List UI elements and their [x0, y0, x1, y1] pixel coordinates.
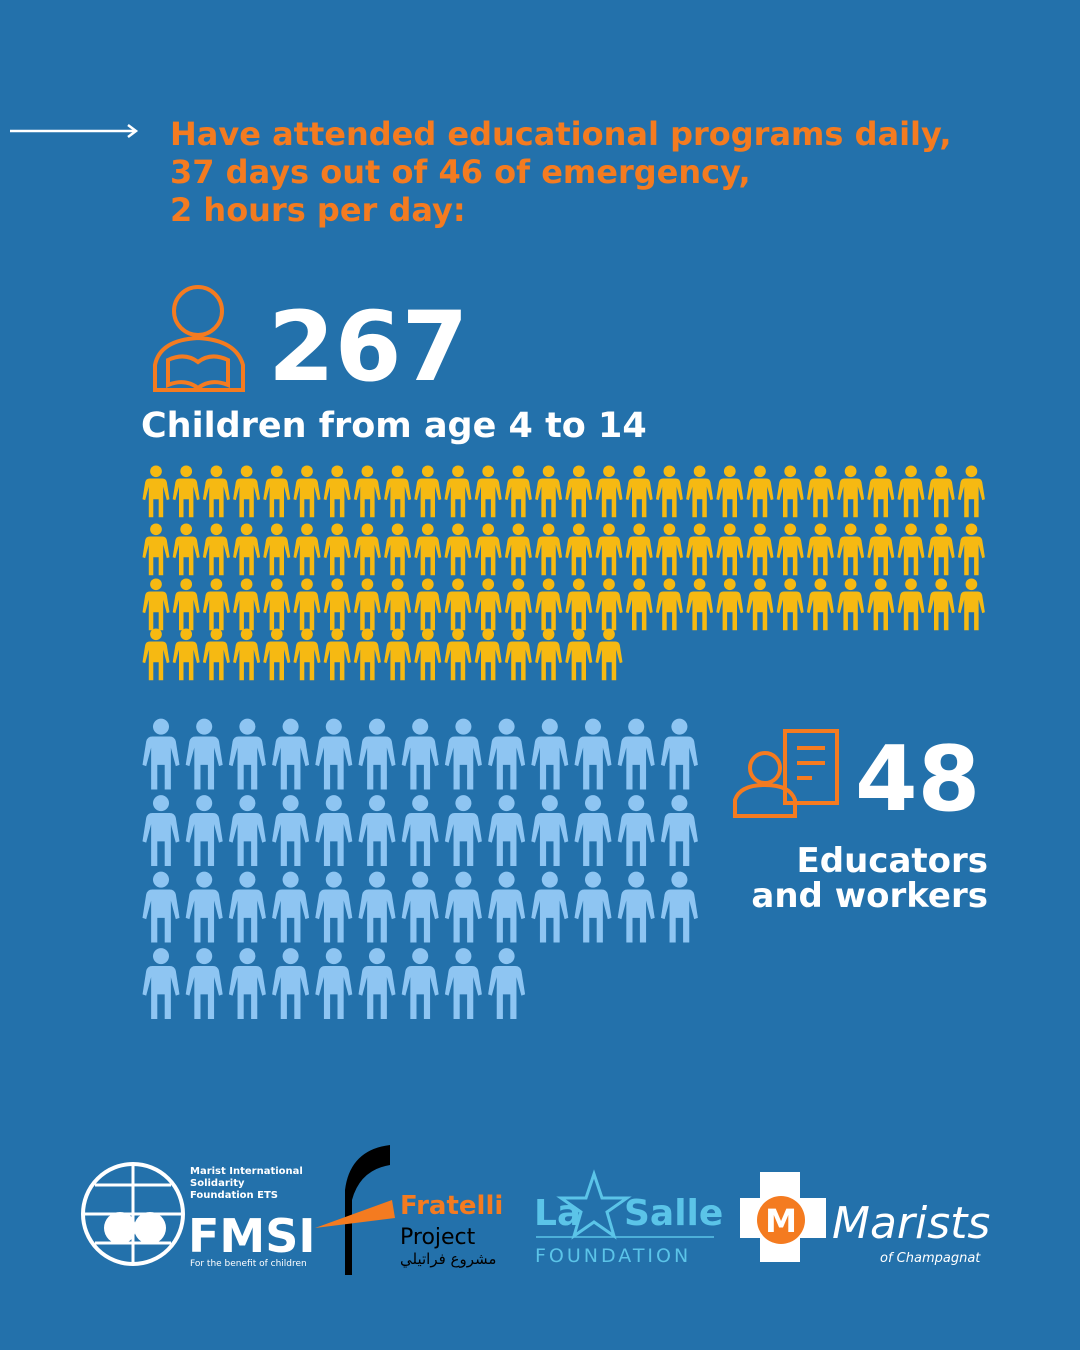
- reader-icon: [153, 285, 245, 392]
- marists-name: Marists: [832, 1198, 990, 1249]
- fmsi-tagline: For the benefit of children: [190, 1259, 307, 1269]
- fratelli-logo: Fratelli Project مشروع فراتيلي: [315, 1145, 503, 1275]
- fmsi-logo: Marist International Solidarity Foundati…: [81, 1162, 315, 1269]
- fmsi-text: Solidarity: [190, 1178, 245, 1189]
- children-count: 267: [268, 291, 468, 403]
- educators-count: 48: [855, 727, 980, 832]
- header-line: 2 hours per day:: [170, 191, 466, 229]
- educators-label: and workers: [751, 876, 988, 916]
- lasalle-left: La: [534, 1193, 581, 1234]
- marists-sub: of Champagnat: [880, 1251, 981, 1266]
- marists-logo: M Marists of Champagnat: [740, 1172, 990, 1266]
- educator-icon: [733, 729, 839, 818]
- header: Have attended educational programs daily…: [170, 115, 952, 229]
- lasalle-sub: FOUNDATION: [535, 1245, 691, 1267]
- fratelli-name: Fratelli: [400, 1191, 503, 1221]
- lasalle-right: Salle: [624, 1193, 723, 1234]
- fmsi-text: Marist International: [190, 1166, 303, 1177]
- header-line: Have attended educational programs daily…: [170, 115, 952, 153]
- fmsi-text: Foundation ETS: [190, 1190, 278, 1201]
- arrow: [10, 124, 139, 138]
- children-label: Children from age 4 to 14: [141, 406, 647, 446]
- fratelli-arabic: مشروع فراتيلي: [400, 1250, 496, 1269]
- fratelli-sub: Project: [400, 1225, 476, 1250]
- lasalle-logo: La Salle FOUNDATION: [534, 1169, 723, 1267]
- header-line: 37 days out of 46 of emergency,: [170, 153, 751, 191]
- marists-initial: M: [765, 1202, 797, 1240]
- fmsi-name: FMSI: [188, 1209, 315, 1263]
- educators-label: Educators: [797, 841, 988, 881]
